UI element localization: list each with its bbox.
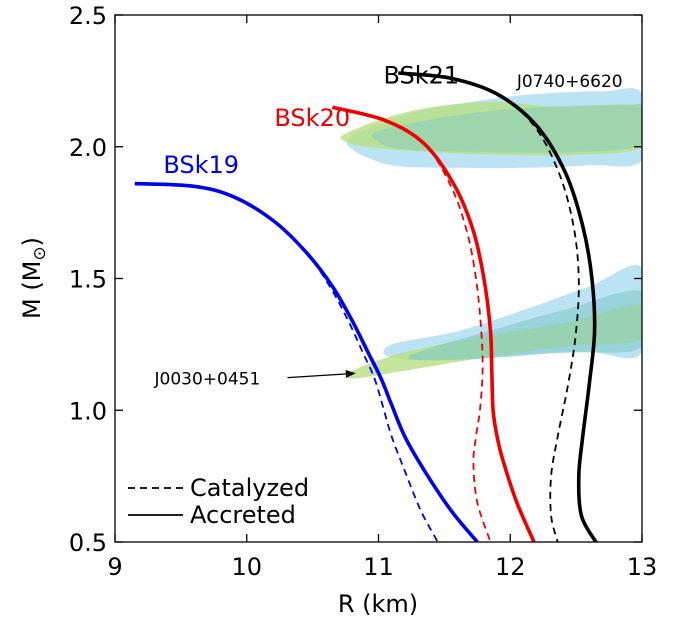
annotation-arrow bbox=[287, 369, 356, 379]
x-tick-label: 10 bbox=[231, 553, 262, 581]
y-axis-title: M (M⊙) bbox=[18, 237, 50, 319]
regions-layer bbox=[340, 88, 642, 379]
y-axis-title-close: ) bbox=[18, 237, 46, 246]
x-tick-label: 9 bbox=[107, 553, 122, 581]
y-axis-title-main: M (M bbox=[18, 261, 46, 319]
series-label-bsk20: BSk20 bbox=[274, 104, 350, 132]
curve-bsk20-accreted bbox=[331, 105, 536, 542]
curve-bsk19-accreted bbox=[134, 181, 479, 542]
y-tick-label: 2.0 bbox=[69, 134, 107, 162]
annotation-j0740-6620: J0740+6620 bbox=[516, 72, 623, 92]
labels-layer: BSk19 BSk20 BSk21 J0740+6620 J0030+0451 bbox=[154, 62, 623, 390]
x-tick-label: 13 bbox=[627, 553, 658, 581]
curves-layer bbox=[134, 71, 598, 542]
annotation-j0030-0451: J0030+0451 bbox=[154, 370, 261, 390]
y-tick-label: 0.5 bbox=[69, 529, 107, 557]
region-j0030-0451-5 bbox=[408, 290, 642, 361]
series-label-bsk19: BSk19 bbox=[163, 151, 239, 179]
legend-catalyzed-label: Catalyzed bbox=[190, 474, 309, 502]
x-tick-label: 11 bbox=[363, 553, 394, 581]
region-j0740-6620-2 bbox=[371, 103, 642, 153]
ticks-layer: 9 10 11 12 13 0.5 1.0 1.5 2.0 2.5 bbox=[69, 2, 657, 581]
y-axis-title-sub: ⊙ bbox=[30, 246, 50, 260]
legend-accreted-label: Accreted bbox=[190, 501, 296, 529]
x-tick-label: 12 bbox=[495, 553, 526, 581]
y-tick-label: 2.5 bbox=[69, 2, 107, 30]
legend: Catalyzed Accreted bbox=[128, 474, 309, 529]
curve-bsk19-catalyzed bbox=[134, 182, 439, 542]
curve-bsk21-accreted bbox=[398, 71, 598, 542]
x-axis-title: R (km) bbox=[338, 590, 418, 618]
y-tick-label: 1.5 bbox=[69, 266, 107, 294]
series-label-bsk21: BSk21 bbox=[383, 62, 459, 90]
y-tick-label: 1.0 bbox=[69, 397, 107, 425]
